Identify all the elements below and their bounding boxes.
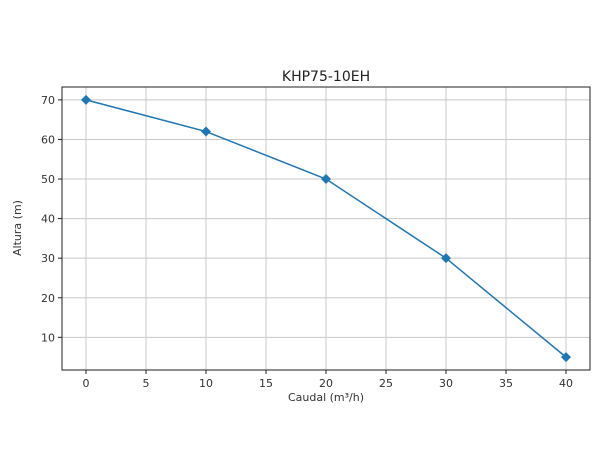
- diamond-marker: [441, 253, 451, 264]
- chart-title: KHP75-10EH: [282, 69, 370, 85]
- x-tick-label: 5: [143, 377, 150, 390]
- x-tick-label: 40: [559, 377, 573, 390]
- x-tick-label: 0: [83, 377, 90, 390]
- y-tick-label: 10: [41, 331, 55, 344]
- y-tick-label: 40: [41, 213, 55, 226]
- y-tick-label: 70: [41, 94, 55, 107]
- x-tick-label: 15: [259, 377, 273, 390]
- x-tick-label: 30: [439, 377, 453, 390]
- diamond-marker: [81, 94, 91, 105]
- y-axis-ticks: 10 20 30 40 50 60 70: [41, 94, 62, 344]
- grid: [62, 87, 590, 370]
- diamond-marker: [321, 174, 331, 185]
- data-markers: [81, 94, 571, 363]
- y-tick-label: 60: [41, 133, 55, 146]
- x-tick-label: 10: [199, 377, 213, 390]
- y-axis-label: Altura (m): [11, 200, 24, 256]
- y-tick-label: 30: [41, 252, 55, 265]
- x-axis-label: Caudal (m³/h): [288, 391, 364, 404]
- x-tick-label: 20: [319, 377, 333, 390]
- x-tick-label: 35: [499, 377, 513, 390]
- x-tick-label: 25: [379, 377, 393, 390]
- diamond-marker: [561, 352, 571, 363]
- y-tick-label: 20: [41, 292, 55, 305]
- diamond-marker: [201, 126, 211, 137]
- x-axis-ticks: 0 5 10 15 20 25 30 35 40: [83, 370, 573, 390]
- y-tick-label: 50: [41, 173, 55, 186]
